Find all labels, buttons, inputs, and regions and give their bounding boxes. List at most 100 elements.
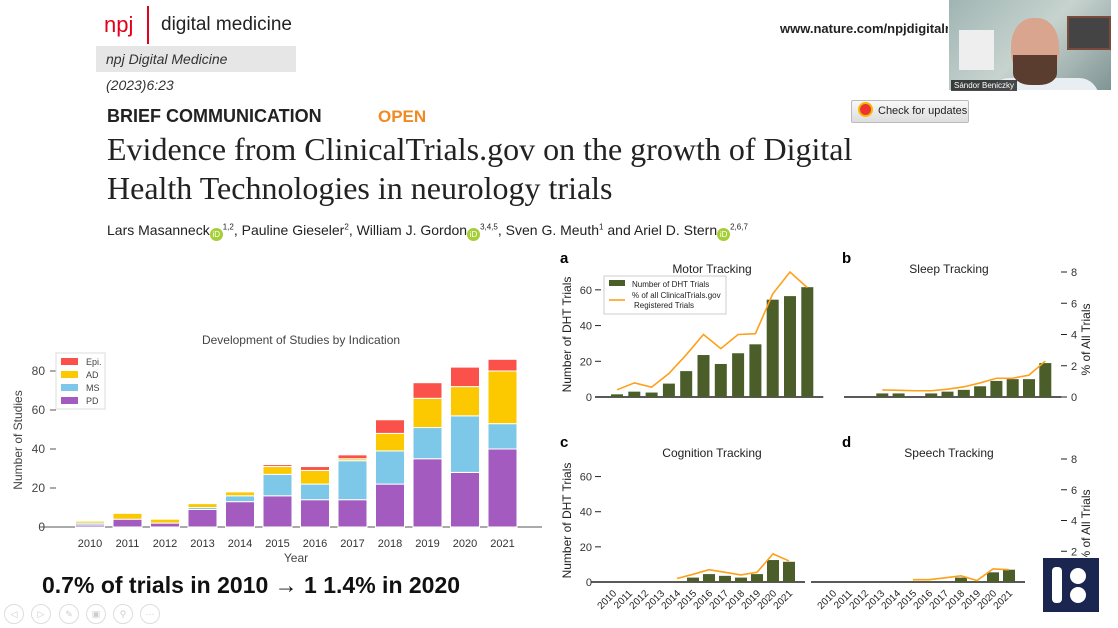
- more-icon[interactable]: ···: [140, 604, 160, 624]
- y2-tick-label: 4: [1071, 516, 1077, 528]
- conference-logo: [1042, 557, 1100, 613]
- dht-bar: [987, 572, 999, 582]
- legend-swatch: [61, 371, 78, 378]
- y2-tick-label: 6: [1071, 485, 1077, 497]
- author-name[interactable]: William J. Gordon: [356, 222, 468, 238]
- bar-ms: [300, 483, 330, 501]
- y-tick-label: 0: [38, 520, 45, 534]
- x-tick-label: 2015: [265, 538, 289, 550]
- orcid-icon[interactable]: iD: [467, 228, 481, 241]
- bar-pd: [412, 458, 443, 528]
- orcid-icon[interactable]: iD: [717, 228, 731, 241]
- dht-bar: [766, 299, 779, 397]
- y-tick-label: 40: [32, 442, 46, 456]
- y-tick-label: 20: [580, 356, 592, 368]
- y-tick-label: 20: [580, 542, 592, 554]
- bar-ad: [75, 520, 105, 524]
- zoom-icon[interactable]: ⚲: [113, 604, 133, 624]
- dht-bar: [941, 391, 954, 397]
- y-tick-label: 0: [586, 392, 592, 404]
- bar-ad: [412, 397, 443, 429]
- y2-tick-label: 4: [1071, 330, 1077, 342]
- slides-icon[interactable]: ▣: [86, 604, 106, 624]
- author-name[interactable]: Sven G. Meuth: [505, 222, 600, 238]
- y-tick-label: 20: [32, 481, 46, 495]
- x-tick-label: 2017: [340, 538, 364, 550]
- bar-epi: [262, 464, 293, 468]
- affiliation: 2,6,7: [730, 222, 748, 232]
- bar-epi: [375, 419, 405, 434]
- next-icon[interactable]: ▷: [31, 604, 51, 624]
- dht-bar: [662, 383, 675, 397]
- affiliation: 2: [344, 222, 349, 232]
- legend-swatch: [609, 280, 625, 286]
- bar-ad: [187, 503, 218, 509]
- bar-ad: [225, 491, 255, 497]
- panel-title: Speech Tracking: [904, 446, 993, 460]
- panel-label: b: [842, 250, 851, 267]
- dht-bar: [628, 391, 641, 397]
- chart-title: Development of Studies by Indication: [202, 333, 400, 347]
- bar-ms: [262, 473, 293, 497]
- x-tick-label: 2021: [490, 538, 514, 550]
- y-tick-label: 40: [580, 321, 592, 333]
- prev-icon[interactable]: ◁: [4, 604, 24, 624]
- pen-icon[interactable]: ✎: [59, 604, 79, 624]
- journal-name: digital medicine: [161, 14, 292, 35]
- dht-bar: [892, 393, 905, 397]
- legend-swatch: [61, 397, 78, 404]
- y2-tick-label: 0: [1071, 392, 1077, 404]
- bar-ms: [225, 495, 255, 503]
- x-tick-label: 2010: [78, 538, 102, 550]
- bar-ad: [112, 512, 143, 520]
- bar-pd: [150, 522, 180, 528]
- legend-label: MS: [86, 383, 100, 393]
- x-tick-label: 2011: [116, 538, 140, 550]
- participant-name: Sándor Beniczky: [951, 80, 1018, 91]
- dht-bar: [714, 363, 727, 397]
- author-list: Lars Masanneck iD1,2, Pauline Gieseler2, …: [107, 222, 748, 241]
- author-name[interactable]: Pauline Gieseler: [241, 222, 345, 238]
- affiliation: 1,2: [222, 222, 234, 232]
- y-axis-label: Number of DHT Trials: [560, 463, 574, 579]
- dht-bar: [719, 575, 731, 582]
- bar-pd: [375, 483, 405, 528]
- dht-bar: [990, 380, 1003, 397]
- bar-epi: [450, 366, 480, 388]
- bar-ms: [337, 460, 368, 501]
- dht-bar: [1006, 379, 1019, 397]
- author-name[interactable]: Ariel D. Stern: [633, 222, 718, 238]
- dht-bar: [1023, 379, 1035, 397]
- bar-ms: [412, 427, 443, 460]
- bar-ad: [262, 466, 293, 475]
- bar-pd: [225, 501, 255, 528]
- x-tick-label: 2018: [378, 538, 402, 550]
- dht-bar: [732, 353, 745, 397]
- bar-ad: [150, 518, 180, 524]
- x-axis-label: Year: [284, 551, 308, 565]
- dht-bar: [671, 581, 683, 582]
- legend-label: Epi.: [86, 357, 102, 367]
- bar-epi: [337, 454, 368, 460]
- x-tick-label: 2021: [772, 588, 796, 612]
- legend-label: AD: [86, 370, 99, 380]
- legend-label: Registered Trials: [634, 301, 694, 310]
- legend-swatch: [61, 358, 78, 365]
- bar-epi: [300, 466, 330, 471]
- x-tick-label: 2016: [303, 538, 327, 550]
- dht-bar: [876, 393, 889, 397]
- orcid-icon[interactable]: iD: [209, 228, 223, 241]
- y-tick-label: 0: [586, 577, 592, 589]
- x-tick-label: 2021: [992, 588, 1016, 612]
- dht-bar: [767, 560, 779, 582]
- dht-bar: [925, 393, 938, 397]
- bookmark-icon: [858, 102, 873, 117]
- y2-tick-label: 2: [1071, 361, 1077, 373]
- author-name[interactable]: Lars Masanneck: [107, 222, 210, 238]
- bar-pd: [300, 499, 330, 528]
- bar-ms: [450, 415, 480, 473]
- check-for-updates-button[interactable]: Check for updates: [851, 100, 969, 123]
- legend-label: PD: [86, 396, 99, 406]
